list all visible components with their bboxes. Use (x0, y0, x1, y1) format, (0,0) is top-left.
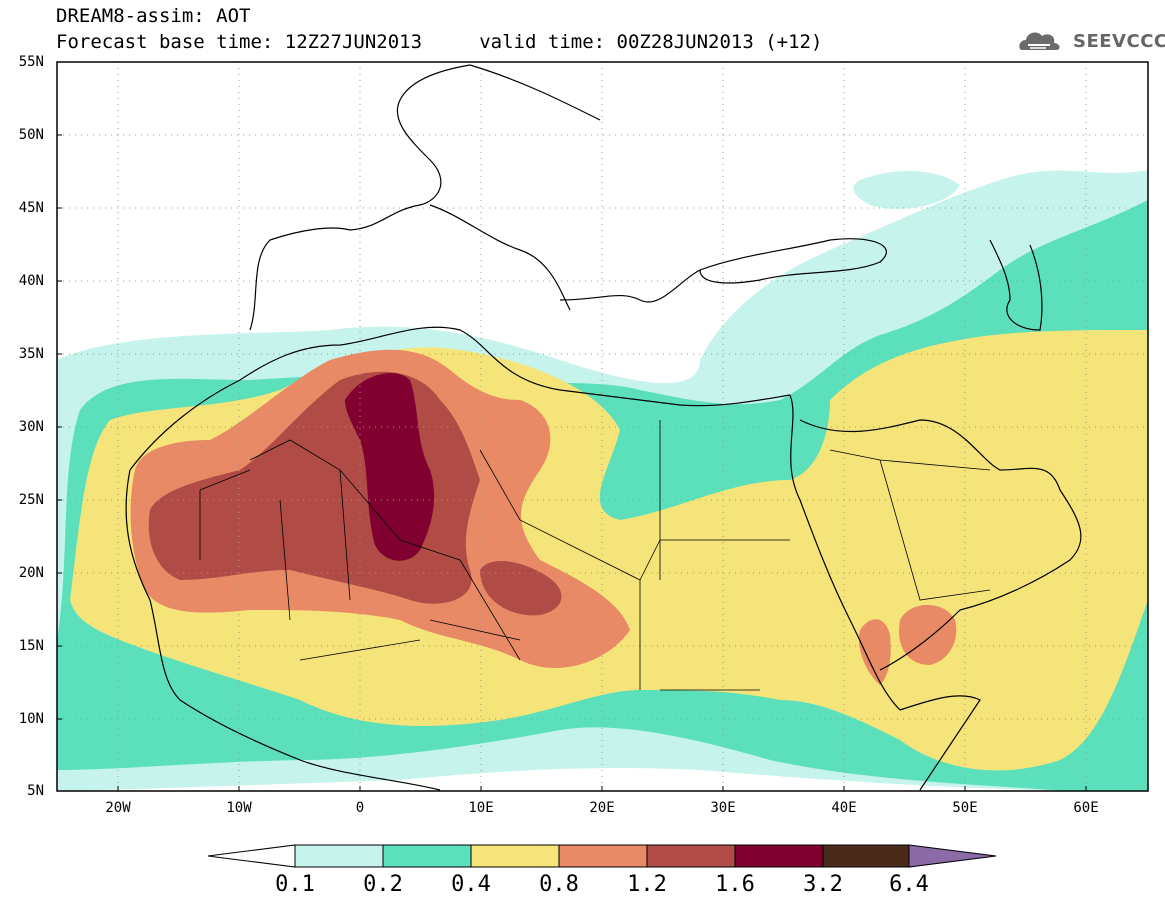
aot-contour-1.6 (345, 372, 435, 561)
colorbar-lower-extension (207, 844, 296, 868)
colorbar-bin-7 (822, 844, 910, 868)
coastline-horn (899, 695, 981, 791)
colorbar-bin-5 (646, 844, 736, 868)
coastline-west-africa (125, 469, 441, 791)
colorbar-label: 1.2 (627, 872, 667, 897)
forecast-time-line: Forecast base time: 12Z27JUN2013 valid t… (56, 31, 823, 53)
colorbar-label: 0.4 (451, 872, 491, 897)
lat-tick-label: 30N (18, 419, 44, 435)
lon-tick-label: 60E (1073, 800, 1099, 816)
colorbar-upper-extension (908, 844, 997, 868)
colorbar-label: 1.6 (715, 872, 755, 897)
cloud-icon (1019, 32, 1060, 50)
lon-tick-label: 0 (355, 800, 365, 816)
lat-tick-label: 5N (27, 783, 44, 799)
coastline-caspian (989, 239, 1043, 331)
border-lines (199, 420, 991, 691)
colorbar-label: 0.8 (539, 872, 579, 897)
seevccc-logo: SEEVCCC (1073, 31, 1165, 52)
lat-tick-label: 20N (18, 565, 44, 581)
colorbar-label: 0.2 (363, 872, 403, 897)
aot-contour-1.2b (480, 560, 562, 616)
lat-tick-label: 50N (18, 127, 44, 143)
lon-tick-label: 30E (710, 800, 736, 816)
lon-tick-label: 20W (105, 800, 131, 816)
lat-tick-label: 15N (18, 638, 44, 654)
lat-tick-label: 35N (18, 346, 44, 362)
coastline-europe (249, 64, 701, 331)
coastline-north-africa (129, 326, 901, 711)
lat-tick-label: 10N (18, 711, 44, 727)
colorbar-label: 6.4 (889, 872, 929, 897)
lon-tick-label: 10W (226, 800, 252, 816)
coastline-arabia (799, 419, 1082, 671)
colorbar-label: 0.1 (275, 872, 315, 897)
colorbar-bin-1 (294, 844, 384, 868)
aot-contour-0.1b (853, 170, 960, 209)
colorbar-label: 3.2 (803, 872, 843, 897)
colorbar-bin-4 (558, 844, 648, 868)
colorbar-bin-6 (734, 844, 824, 868)
colorbar-bin-3 (470, 844, 560, 868)
lon-tick-label: 20E (589, 800, 615, 816)
lon-tick-label: 40E (831, 800, 857, 816)
lat-tick-label: 45N (18, 200, 44, 216)
colorbar (207, 844, 997, 868)
coastline-black-sea (699, 238, 887, 284)
lat-tick-label: 55N (18, 54, 44, 70)
lat-tick-label: 25N (18, 492, 44, 508)
lon-tick-label: 50E (952, 800, 978, 816)
lat-tick-label: 40N (18, 273, 44, 289)
map-title: DREAM8-assim: AOT (56, 5, 251, 27)
colorbar-bin-2 (382, 844, 472, 868)
lon-tick-label: 10E (468, 800, 494, 816)
